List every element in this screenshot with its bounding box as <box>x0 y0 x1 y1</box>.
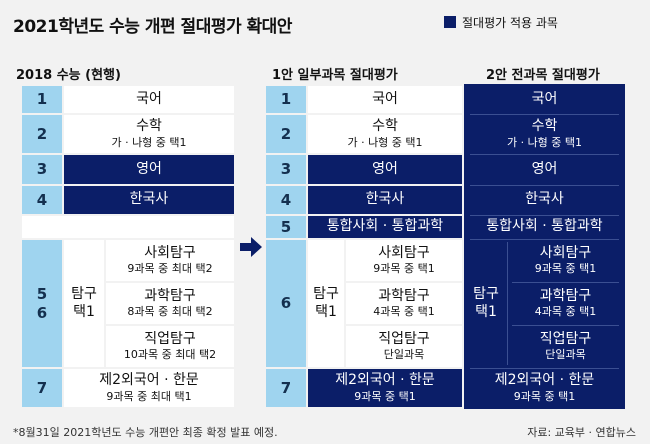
row-number-3: 3 <box>22 155 62 184</box>
source-credit: 자료: 교육부 · 연합뉴스 <box>527 426 636 439</box>
current-inquiry: 탐구 택1 <box>64 240 104 367</box>
plan1-number-2: 2 <box>266 115 306 153</box>
plan1-science-sub: 4과목 중 택1 <box>373 305 435 319</box>
plan2-divider <box>470 154 619 155</box>
plan2-vocational: 직업탐구 단일과목 <box>508 326 623 367</box>
plan2-science: 과학탐구 4과목 중 택1 <box>508 283 623 324</box>
plan2-social: 사회탐구 9과목 중 택1 <box>508 240 623 281</box>
plan2-foreign: 제2외국어 · 한문 9과목 중 택1 <box>466 369 623 407</box>
plan1-english: 영어 <box>308 155 462 184</box>
plan1-vocational-label: 직업탐구 <box>378 330 430 347</box>
plan1-foreign-sub: 9과목 중 택1 <box>354 389 416 403</box>
plan1-number-4: 4 <box>266 186 306 214</box>
plan1-number-3: 3 <box>266 155 306 184</box>
current-math-label: 수학 <box>136 118 162 135</box>
plan1-vocational: 직업탐구 단일과목 <box>346 326 462 367</box>
current-vocational-sub: 10과목 중 최대 택2 <box>123 348 217 362</box>
current-foreign: 제2외국어 · 한문 9과목 중 최대 택1 <box>64 369 234 407</box>
plan1-social-label: 사회탐구 <box>378 244 430 261</box>
plan1-vocational-sub: 단일과목 <box>383 348 425 362</box>
plan2-foreign-sub: 9과목 중 택1 <box>513 389 576 403</box>
row-number-5: 5 <box>36 284 48 303</box>
current-inquiry-label-1: 탐구 <box>71 286 97 302</box>
plan2-social-label: 사회탐구 <box>539 244 592 261</box>
plan1-number-7: 7 <box>266 369 306 407</box>
plan1-number-1: 1 <box>266 86 306 113</box>
row-number-7: 7 <box>22 369 62 407</box>
plan1-history: 한국사 <box>308 186 462 214</box>
plan2-divider <box>512 282 619 283</box>
legend-swatch <box>444 16 456 28</box>
row-number-6: 6 <box>36 303 48 322</box>
legend-label: 절대평가 적용 과목 <box>462 16 558 30</box>
current-korean: 국어 <box>64 86 234 113</box>
current-inquiry-label-2: 택1 <box>73 303 95 320</box>
current-social: 사회탐구 9과목 중 최대 택2 <box>106 240 234 281</box>
plan2-divider <box>470 215 619 216</box>
row-number-4: 4 <box>22 186 62 214</box>
plan2-inquiry-label-2: 택1 <box>475 303 497 320</box>
plan2-science-label: 과학탐구 <box>539 287 592 304</box>
row-number-1: 1 <box>22 86 62 113</box>
plan1-inquiry-label-1: 탐구 <box>313 286 339 302</box>
plan1-science-label: 과학탐구 <box>378 287 430 304</box>
plan1-integrated: 통합사회 · 통합과학 <box>308 216 462 238</box>
plan2-divider <box>470 239 619 240</box>
plan1-inquiry: 탐구 택1 <box>308 240 344 367</box>
arrow-right-icon <box>240 237 262 257</box>
plan2-divider <box>512 325 619 326</box>
column-header-plan2: 2안 전과목 절대평가 <box>486 68 600 83</box>
plan2-integrated: 통합사회 · 통합과학 <box>466 216 623 238</box>
plan1-math-label: 수학 <box>372 118 398 135</box>
plan1-inquiry-label-2: 택1 <box>315 303 337 320</box>
plan2-inquiry: 탐구 택1 <box>466 240 506 367</box>
plan1-social-sub: 9과목 중 택1 <box>373 262 435 276</box>
current-social-label: 사회탐구 <box>144 244 196 261</box>
current-empty-row <box>22 216 234 238</box>
current-social-sub: 9과목 중 최대 택2 <box>127 262 213 276</box>
plan2-divider <box>470 114 619 115</box>
plan1-science: 과학탐구 4과목 중 택1 <box>346 283 462 324</box>
current-foreign-sub: 9과목 중 최대 택1 <box>106 389 192 403</box>
plan2-vocational-label: 직업탐구 <box>539 330 592 347</box>
current-math: 수학 가 · 나형 중 택1 <box>64 115 234 153</box>
plan1-korean: 국어 <box>308 86 462 113</box>
plan2-divider <box>470 185 619 186</box>
plan2-math-label: 수학 <box>531 118 558 135</box>
current-science-label: 과학탐구 <box>144 287 196 304</box>
plan1-math: 수학 가 · 나형 중 택1 <box>308 115 462 153</box>
current-math-sub: 가 · 나형 중 택1 <box>111 135 187 149</box>
page-title: 2021학년도 수능 개편 절대평가 확대안 <box>13 17 292 37</box>
current-foreign-label: 제2외국어 · 한문 <box>99 372 199 389</box>
footnote: *8월31일 2021학년도 수능 개편안 최종 확정 발표 예정. <box>13 426 278 439</box>
plan2-math-sub: 가 · 나형 중 택1 <box>506 135 583 149</box>
row-number-5-6: 5 6 <box>22 240 62 367</box>
plan2-divider <box>470 368 619 369</box>
current-history: 한국사 <box>64 186 234 214</box>
plan2-divider <box>507 242 508 365</box>
plan2-inquiry-label-1: 탐구 <box>473 286 499 302</box>
plan1-foreign: 제2외국어 · 한문 9과목 중 택1 <box>308 369 462 407</box>
row-number-2: 2 <box>22 115 62 153</box>
column-header-current: 2018 수능 (현행) <box>16 68 121 83</box>
plan2-math: 수학 가 · 나형 중 택1 <box>466 115 623 153</box>
plan1-number-6: 6 <box>266 240 306 367</box>
plan1-foreign-label: 제2외국어 · 한문 <box>335 372 435 389</box>
column-header-plan1: 1안 일부과목 절대평가 <box>272 68 398 83</box>
current-science-sub: 8과목 중 최대 택2 <box>127 305 213 319</box>
plan2-history: 한국사 <box>466 186 623 214</box>
plan1-number-5: 5 <box>266 216 306 238</box>
plan2-foreign-label: 제2외국어 · 한문 <box>494 372 595 389</box>
plan2-korean: 국어 <box>466 86 623 113</box>
current-english: 영어 <box>64 155 234 184</box>
current-science: 과학탐구 8과목 중 최대 택2 <box>106 283 234 324</box>
plan2-vocational-sub: 단일과목 <box>545 348 586 362</box>
plan1-social: 사회탐구 9과목 중 택1 <box>346 240 462 281</box>
plan2-social-sub: 9과목 중 택1 <box>534 262 597 276</box>
current-vocational-label: 직업탐구 <box>144 330 196 347</box>
plan2-english: 영어 <box>466 155 623 184</box>
plan1-math-sub: 가 · 나형 중 택1 <box>347 135 423 149</box>
plan2-science-sub: 4과목 중 택1 <box>534 305 597 319</box>
current-vocational: 직업탐구 10과목 중 최대 택2 <box>106 326 234 367</box>
